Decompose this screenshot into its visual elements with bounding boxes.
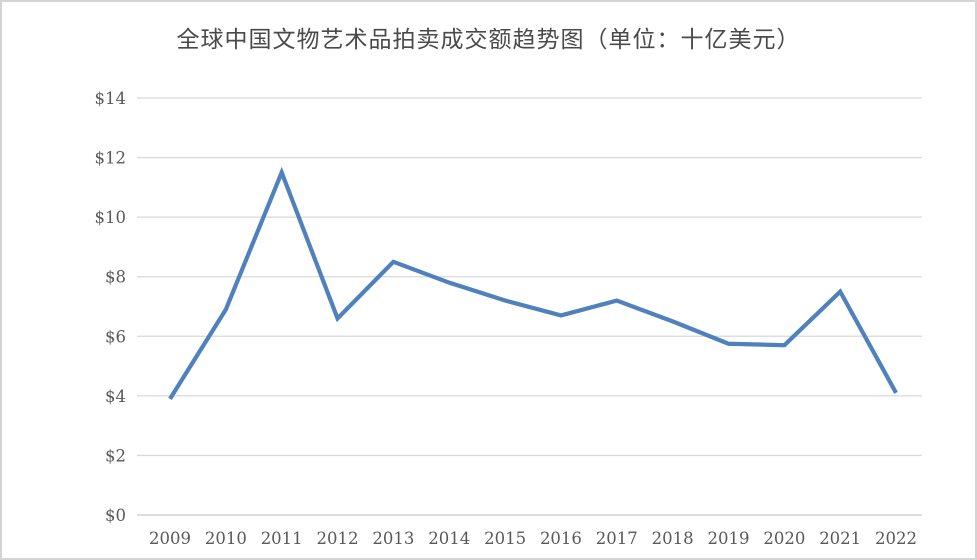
y-tick-label: $6 xyxy=(105,327,126,346)
x-tick-label: 2016 xyxy=(540,529,582,548)
y-tick-label: $0 xyxy=(105,506,126,525)
x-tick-label: 2019 xyxy=(708,529,750,548)
x-tick-label: 2022 xyxy=(875,529,917,548)
x-tick-label: 2011 xyxy=(261,529,303,548)
x-tick-label: 2020 xyxy=(763,529,805,548)
y-tick-label: $12 xyxy=(95,149,127,168)
y-tick-label: $8 xyxy=(105,268,126,287)
x-tick-label: 2015 xyxy=(484,529,526,548)
y-tick-label: $14 xyxy=(95,89,127,108)
x-tick-label: 2018 xyxy=(652,529,694,548)
x-tick-label: 2017 xyxy=(596,529,638,548)
x-tick-label: 2014 xyxy=(428,529,470,548)
x-tick-label: 2010 xyxy=(205,529,247,548)
y-tick-label: $10 xyxy=(95,208,127,227)
y-tick-label: $2 xyxy=(105,446,126,465)
x-tick-label: 2013 xyxy=(372,529,414,548)
x-tick-label: 2012 xyxy=(317,529,359,548)
data-line-series xyxy=(168,166,898,400)
x-tick-label: 2009 xyxy=(149,529,191,548)
x-tick-label: 2021 xyxy=(819,529,861,548)
y-tick-label: $4 xyxy=(105,387,126,406)
chart-title: 全球中国文物艺术品拍卖成交额趋势图（单位：十亿美元） xyxy=(176,27,801,53)
